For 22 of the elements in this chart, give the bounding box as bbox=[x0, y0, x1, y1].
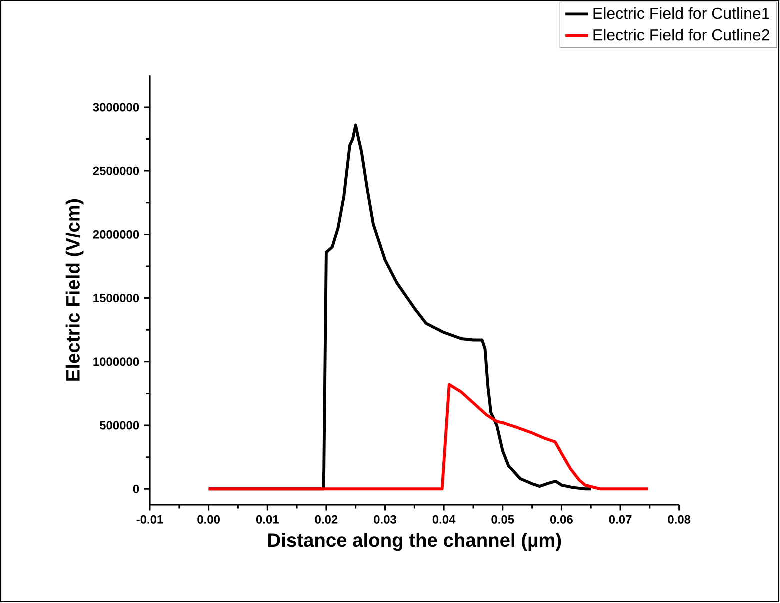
x-tick-label: 0.08 bbox=[668, 515, 691, 524]
y-tick-label: 3000000 bbox=[93, 103, 140, 112]
legend-label: Electric Field for Cutline2 bbox=[594, 29, 770, 41]
y-tick-label: 1500000 bbox=[94, 294, 140, 303]
x-tick-label: 0.03 bbox=[374, 515, 396, 524]
x-tick-label: 0.02 bbox=[315, 515, 338, 524]
x-axis-title: Distance along the channel (µm) bbox=[268, 533, 562, 552]
x-tick-label: 0.00 bbox=[198, 515, 220, 524]
x-tick-label: 0.01 bbox=[256, 515, 279, 524]
line-series bbox=[207, 383, 650, 491]
y-tick-label: 2000000 bbox=[93, 230, 140, 239]
x-tick-label: 0.06 bbox=[550, 515, 573, 524]
y-tick-label: 1000000 bbox=[94, 358, 140, 366]
x-tick-label: -0.01 bbox=[136, 515, 164, 524]
x-tick-label: 0.07 bbox=[609, 515, 632, 524]
x-tick-label: 0.05 bbox=[492, 515, 514, 524]
y-axis-title: Electric Field (V/cm) bbox=[66, 200, 84, 381]
y-tick-label: 2500000 bbox=[93, 166, 140, 176]
x-tick-label: 0.04 bbox=[432, 515, 456, 524]
legend-label: Electric Field for Cutline1 bbox=[594, 7, 770, 20]
y-tick-label: 500000 bbox=[100, 421, 140, 430]
y-tick-label: 0 bbox=[133, 484, 140, 494]
